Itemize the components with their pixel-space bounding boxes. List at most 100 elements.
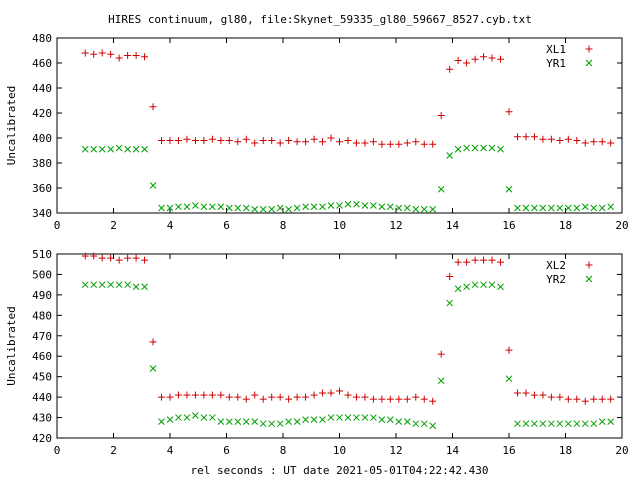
point-XL1: [276, 139, 284, 147]
point-YR1: [386, 203, 394, 211]
point-XL1: [293, 138, 301, 146]
point-XL1: [598, 138, 606, 146]
point-YR2: [149, 365, 157, 372]
point-YR2-d2: [166, 416, 174, 423]
x-tick-label: 10: [333, 219, 346, 232]
point-YR1: [141, 145, 148, 153]
x-tick-label: 8: [280, 444, 287, 457]
point-YR1: [336, 202, 343, 209]
point-XL1: [378, 140, 386, 148]
point-YR2: [437, 377, 445, 385]
x-tick-label: 18: [559, 444, 572, 457]
point-XL1: [505, 108, 513, 116]
point-YR2: [132, 283, 140, 291]
point-XL1: [259, 137, 267, 144]
point-XL2: [564, 395, 572, 403]
point-XL2: [268, 393, 276, 401]
point-YR1-d2: [488, 144, 496, 152]
point-XL1: [395, 140, 403, 148]
point-XL2: [242, 395, 250, 403]
point-YR1-d2: [217, 203, 225, 211]
point-YR2: [259, 420, 267, 428]
point-XL2: [530, 391, 538, 399]
point-XL2: [293, 393, 301, 401]
point-YR2-d2: [251, 418, 259, 425]
point-YR2-d2: [539, 420, 547, 428]
point-YR1: [412, 205, 420, 213]
point-YR2: [370, 414, 377, 421]
point-YR2-d2: [548, 420, 555, 428]
point-YR1: [454, 145, 462, 153]
point-YR2-d2: [446, 299, 454, 307]
point-YR2: [446, 299, 454, 307]
series-YR1: [81, 144, 615, 213]
point-YR1: [429, 205, 437, 213]
point-XL2: [446, 272, 454, 280]
x-tick-label: 16: [502, 444, 515, 457]
point-YR1-d2: [548, 204, 555, 212]
x-tick-label: 0: [54, 444, 61, 457]
point-YR1-d2: [395, 204, 403, 212]
point-YR2-d2: [115, 281, 123, 289]
legend-marker-YR2-d2: [585, 275, 593, 283]
point-YR2: [302, 416, 309, 423]
point-YR1: [166, 204, 174, 212]
point-YR1-d2: [556, 204, 564, 212]
series-XL2: [81, 252, 615, 405]
point-XL1: [81, 49, 89, 57]
point-YR1: [361, 202, 369, 209]
point-YR1: [327, 202, 335, 209]
point-YR1-d2: [200, 203, 208, 211]
point-XL2: [361, 393, 369, 401]
point-XL1: [158, 137, 166, 144]
point-YR2-d2: [158, 418, 165, 425]
point-YR2-d2: [107, 281, 115, 289]
y-tick-label: 460: [32, 350, 52, 363]
point-YR2-d2: [378, 416, 386, 423]
point-YR2: [531, 420, 538, 428]
point-YR1-d2: [310, 203, 318, 211]
point-YR2: [251, 418, 259, 425]
point-XL2: [208, 391, 216, 399]
point-YR1: [124, 145, 131, 153]
point-YR1-d2: [132, 145, 140, 153]
point-YR1-d2: [471, 144, 479, 152]
point-YR1: [488, 144, 496, 152]
point-XL1: [132, 52, 140, 59]
point-YR1: [539, 204, 547, 212]
point-YR1-d2: [234, 204, 242, 212]
point-YR2-d2: [132, 283, 140, 291]
point-YR1-d2: [209, 203, 216, 211]
point-YR1: [420, 205, 428, 213]
x-tick-label: 12: [389, 444, 402, 457]
point-XL1: [437, 112, 445, 119]
point-YR1-d2: [192, 202, 199, 209]
point-YR1-d2: [268, 205, 276, 213]
point-YR1-d2: [386, 203, 394, 211]
point-XL1: [183, 135, 191, 143]
point-XL2: [454, 258, 462, 266]
x-tick-label: 18: [559, 219, 572, 232]
point-XL1: [488, 54, 496, 62]
panel-2-frame: [56, 253, 623, 439]
point-XL2: [310, 391, 318, 399]
point-XL2: [539, 391, 547, 399]
point-YR1: [319, 203, 326, 211]
point-XL1: [234, 138, 242, 146]
y-tick-label: 360: [32, 182, 52, 195]
point-YR1: [573, 204, 581, 212]
x-tick-label: 2: [110, 444, 117, 457]
point-YR2-d2: [90, 281, 98, 289]
point-XL2: [276, 393, 284, 401]
point-XL1: [522, 133, 530, 141]
point-YR2-d2: [429, 422, 437, 430]
y-tick-label: 500: [32, 268, 52, 281]
point-YR1-d2: [251, 205, 259, 213]
point-YR2-d2: [81, 281, 89, 289]
x-tick-label: 8: [280, 219, 287, 232]
point-XL2: [141, 256, 149, 264]
point-YR1-d2: [124, 145, 131, 153]
point-YR2: [556, 420, 564, 428]
point-XL1: [115, 54, 123, 62]
point-YR2-d2: [327, 414, 335, 421]
